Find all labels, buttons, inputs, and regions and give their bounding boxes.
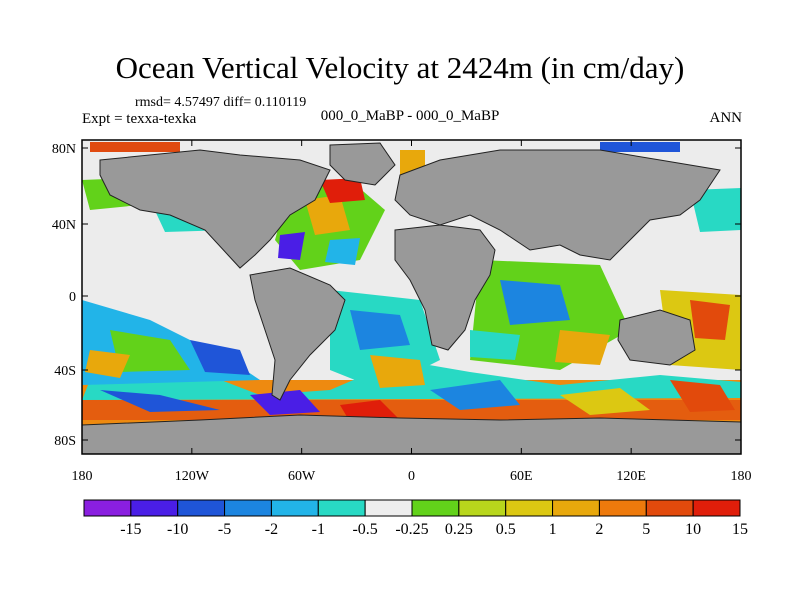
colorbar-swatch — [458, 499, 507, 517]
lat-tick-label: 0 — [69, 290, 76, 305]
season-label: ANN — [709, 110, 743, 126]
north-america — [99, 149, 331, 269]
colorbar-swatch — [317, 499, 366, 517]
colorbar-label: -2 — [265, 521, 278, 538]
colorbar-swatch — [270, 499, 319, 517]
lon-tick-label: 60W — [288, 469, 316, 484]
colorbar-label: -1 — [312, 521, 325, 538]
lat-tick-label: 40S — [54, 364, 76, 379]
lon-tick-label: 120W — [175, 469, 210, 484]
lon-tick-label: 0 — [408, 469, 415, 484]
lon-tick-label: 120E — [616, 469, 646, 484]
colorbar-label: 2 — [595, 521, 603, 538]
colorbar-label: 15 — [732, 521, 748, 538]
antarctica — [82, 414, 741, 454]
colorbar-label: 0.5 — [496, 521, 516, 538]
colorbar-label: -10 — [167, 521, 188, 538]
lon-tick-label: 180 — [72, 469, 93, 484]
experiment-label: Expt = texxa-texka — [82, 111, 197, 127]
lon-tick-label: 180 — [731, 469, 752, 484]
subtitle: 000_0_MaBP - 000_0_MaBP — [320, 108, 500, 124]
colorbar-label: 0.25 — [445, 521, 473, 538]
map-plot — [82, 140, 741, 454]
colorbar-swatch — [177, 499, 226, 517]
colorbar-label: 1 — [549, 521, 557, 538]
greenland — [329, 142, 396, 186]
eurasia — [394, 149, 721, 261]
velocity-field — [82, 142, 741, 425]
colorbar-label: 5 — [642, 521, 650, 538]
australia — [617, 309, 696, 366]
colorbar: -15 -10 -5 -2 -1 -0.5 -0.25 0.25 0.5 1 2 5 10 15 — [83, 499, 748, 538]
land-masses — [82, 142, 741, 454]
colorbar-swatch — [364, 499, 413, 517]
africa — [394, 224, 496, 351]
colorbar-swatch — [130, 499, 179, 517]
lon-tick-label: 60E — [510, 469, 533, 484]
lat-tick-label: 80N — [52, 142, 76, 157]
colorbar-swatch — [552, 499, 600, 517]
colorbar-swatch — [83, 499, 132, 517]
colorbar-label: -15 — [120, 521, 141, 538]
colorbar-swatch — [224, 499, 272, 517]
colorbar-label: -0.25 — [395, 521, 428, 538]
longitude-ticks: 180 120W 60W 0 60E 120E 180 — [72, 140, 752, 484]
latitude-ticks: 80N 40N 0 40S 80S — [52, 142, 741, 449]
south-america — [249, 267, 346, 401]
lat-tick-label: 80S — [54, 434, 76, 449]
stats-label: rmsd= 4.57497 diff= 0.110119 — [135, 95, 307, 110]
colorbar-swatch — [598, 499, 647, 517]
colorbar-swatch — [505, 499, 554, 517]
colorbar-label: -0.5 — [352, 521, 377, 538]
lat-tick-label: 40N — [52, 218, 76, 233]
colorbar-label: -5 — [218, 521, 231, 538]
map-title: Ocean Vertical Velocity at 2424m (in cm/… — [115, 50, 685, 85]
colorbar-label: 10 — [685, 521, 701, 538]
colorbar-swatch — [645, 499, 694, 517]
colorbar-swatch — [692, 499, 741, 517]
colorbar-swatch — [411, 499, 460, 517]
